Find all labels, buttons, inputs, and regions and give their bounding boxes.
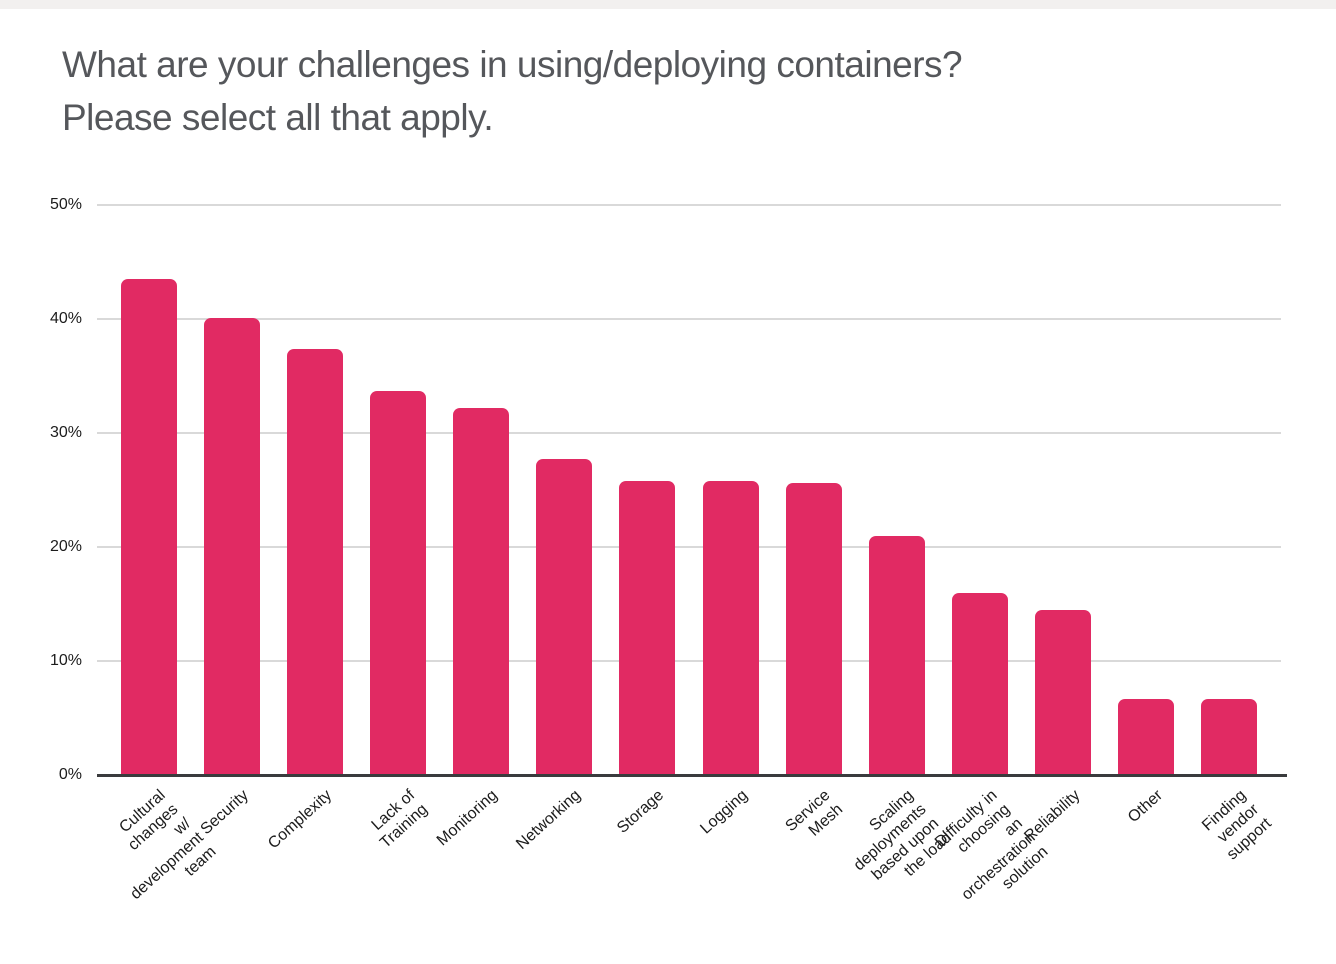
chart-title: What are your challenges in using/deploy…	[62, 38, 963, 144]
gridline-10	[97, 660, 1281, 662]
chart-title-line1: What are your challenges in using/deploy…	[62, 44, 963, 85]
x-axis-label: Cultural changes w/ development team	[116, 786, 220, 904]
x-axis-label: Security	[197, 786, 252, 839]
x-axis-label: Finding vendor support	[1199, 786, 1275, 864]
x-axis-label: Monitoring	[434, 786, 502, 850]
y-axis-tick-label: 20%	[49, 538, 82, 555]
chart-bar	[952, 592, 1008, 775]
x-axis-label: Logging	[696, 786, 751, 838]
x-axis-label: Complexity	[264, 786, 335, 853]
y-axis-tick-label: 10%	[49, 652, 82, 669]
x-axis-label: Other	[1125, 786, 1167, 827]
chart-bar	[203, 317, 260, 775]
chart-bar	[702, 480, 759, 775]
page-top-border	[0, 0, 1336, 9]
x-axis-label: Storage	[614, 786, 668, 837]
y-axis-tick-label: 0%	[58, 766, 82, 783]
chart-bar	[536, 459, 593, 775]
gridline-20	[97, 546, 1281, 548]
x-axis-label: Networking	[513, 786, 585, 853]
y-axis-tick-label: 50%	[49, 196, 82, 213]
chart-bar	[286, 348, 343, 775]
x-axis-label: Lack of Training	[368, 786, 431, 852]
chart-bar	[1201, 698, 1258, 775]
chart-bar	[619, 480, 676, 775]
chart-bar	[785, 483, 842, 775]
gridline-30	[97, 432, 1281, 434]
chart-bar	[868, 535, 925, 775]
chart-bar	[1035, 609, 1092, 775]
x-axis-label: Reliability	[1020, 786, 1084, 846]
x-axis-label: Service Mesh	[782, 786, 847, 840]
chart-bar	[370, 390, 426, 775]
y-axis-tick-label: 40%	[49, 310, 82, 327]
chart-bar	[120, 279, 177, 775]
chart-title-line2: Please select all that apply.	[62, 97, 494, 138]
y-axis-tick-label: 30%	[49, 424, 82, 441]
chart-bar	[1118, 698, 1175, 775]
gridline-50	[97, 204, 1281, 206]
x-axis-label: Difficulty in choosing an orchestration …	[931, 786, 1051, 904]
x-axis-baseline	[97, 774, 1287, 777]
gridline-40	[97, 318, 1281, 320]
chart-bar	[453, 407, 510, 775]
